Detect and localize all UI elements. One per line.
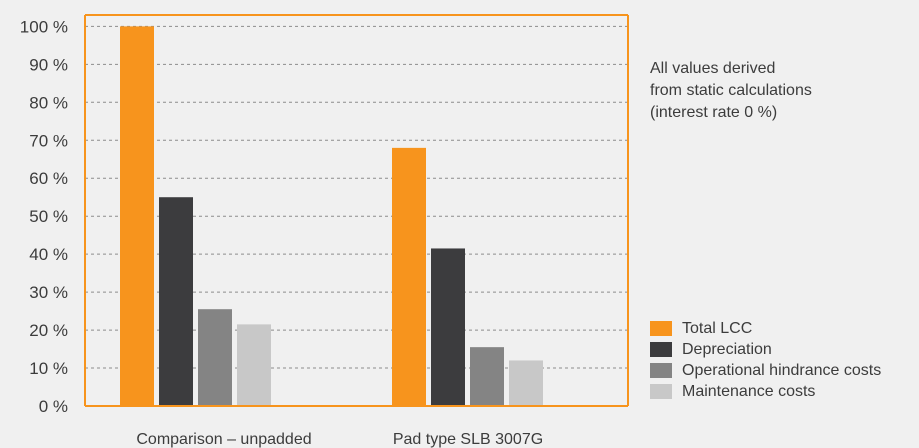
- y-tick-label: 0 %: [39, 397, 68, 416]
- y-tick-label: 30 %: [29, 283, 68, 302]
- note-line: from static calculations: [650, 82, 812, 99]
- bar-depreciation: [431, 248, 465, 406]
- bar-maintenance-costs: [237, 324, 271, 406]
- calculation-note: All values derived from static calculati…: [650, 58, 812, 124]
- y-tick-label: 70 %: [29, 131, 68, 150]
- legend-label: Total LCC: [682, 319, 753, 337]
- y-tick-label: 50 %: [29, 207, 68, 226]
- legend: Total LCC Depreciation Operational hindr…: [650, 318, 881, 402]
- legend-item-maintenance: Maintenance costs: [650, 381, 881, 402]
- bar-depreciation: [159, 197, 193, 406]
- bar-operational-hindrance-costs: [198, 309, 232, 406]
- y-tick-label: 60 %: [29, 169, 68, 188]
- y-tick-label: 10 %: [29, 359, 68, 378]
- legend-item-total-lcc: Total LCC: [650, 318, 881, 339]
- y-tick-label: 20 %: [29, 321, 68, 340]
- bar-total-lcc: [392, 147, 426, 406]
- y-tick-label: 100 %: [20, 17, 68, 36]
- y-tick-label: 80 %: [29, 93, 68, 112]
- legend-label: Maintenance costs: [682, 382, 816, 400]
- legend-swatch: [650, 363, 672, 378]
- legend-label: Operational hindrance costs: [682, 361, 882, 379]
- y-tick-label: 90 %: [29, 55, 68, 74]
- legend-swatch: [650, 384, 672, 399]
- y-tick-label: 40 %: [29, 245, 68, 264]
- bar-total-lcc: [120, 26, 154, 407]
- bar-maintenance-costs: [509, 360, 543, 406]
- x-category-label: Pad type SLB 3007G: [393, 431, 543, 448]
- note-line: All values derived: [650, 60, 776, 77]
- legend-item-depreciation: Depreciation: [650, 339, 881, 360]
- x-category-label: Comparison – unpadded: [136, 431, 311, 448]
- legend-label: Depreciation: [682, 340, 772, 358]
- legend-item-operational-hindrance: Operational hindrance costs: [650, 360, 881, 381]
- legend-swatch: [650, 321, 672, 336]
- note-line: (interest rate 0 %): [650, 104, 778, 121]
- bar-operational-hindrance-costs: [470, 347, 504, 406]
- legend-swatch: [650, 342, 672, 357]
